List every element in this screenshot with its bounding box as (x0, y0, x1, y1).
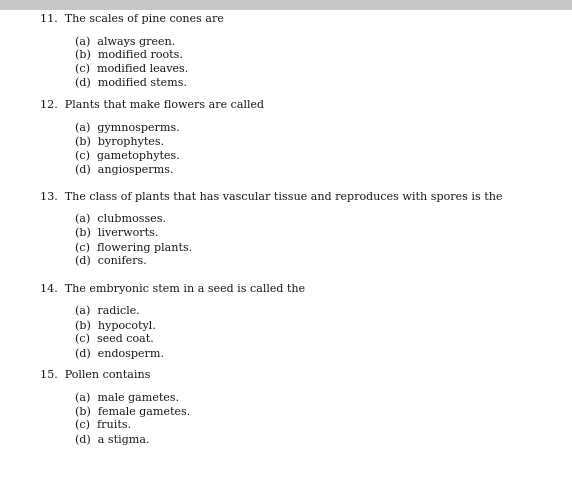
Text: (c)  gametophytes.: (c) gametophytes. (75, 150, 180, 161)
Text: (b)  modified roots.: (b) modified roots. (75, 50, 183, 60)
Text: (c)  seed coat.: (c) seed coat. (75, 334, 154, 344)
Text: 15.  Pollen contains: 15. Pollen contains (40, 370, 150, 380)
Text: (c)  flowering plants.: (c) flowering plants. (75, 242, 192, 252)
Text: (b)  hypocotyl.: (b) hypocotyl. (75, 320, 156, 331)
Text: (c)  fruits.: (c) fruits. (75, 420, 131, 430)
Text: (a)  clubmosses.: (a) clubmosses. (75, 214, 166, 224)
Text: 11.  The scales of pine cones are: 11. The scales of pine cones are (40, 14, 224, 24)
Text: (d)  a stigma.: (d) a stigma. (75, 434, 149, 444)
Text: 13.  The class of plants that has vascular tissue and reproduces with spores is : 13. The class of plants that has vascula… (40, 192, 502, 202)
Text: (a)  male gametes.: (a) male gametes. (75, 392, 179, 403)
Text: (b)  liverworts.: (b) liverworts. (75, 228, 158, 238)
Text: (a)  radicle.: (a) radicle. (75, 306, 140, 316)
Text: (d)  angiosperms.: (d) angiosperms. (75, 164, 173, 175)
Text: (a)  always green.: (a) always green. (75, 36, 175, 47)
Text: (c)  modified leaves.: (c) modified leaves. (75, 64, 188, 74)
Text: (a)  gymnosperms.: (a) gymnosperms. (75, 122, 180, 132)
Bar (0, 0, 572, 10)
Text: (b)  byrophytes.: (b) byrophytes. (75, 136, 164, 146)
Text: (b)  female gametes.: (b) female gametes. (75, 406, 190, 417)
Text: 12.  Plants that make flowers are called: 12. Plants that make flowers are called (40, 100, 264, 110)
Text: 14.  The embryonic stem in a seed is called the: 14. The embryonic stem in a seed is call… (40, 284, 305, 294)
Text: (d)  endosperm.: (d) endosperm. (75, 348, 164, 359)
Text: (d)  conifers.: (d) conifers. (75, 256, 147, 266)
Text: (d)  modified stems.: (d) modified stems. (75, 78, 187, 88)
